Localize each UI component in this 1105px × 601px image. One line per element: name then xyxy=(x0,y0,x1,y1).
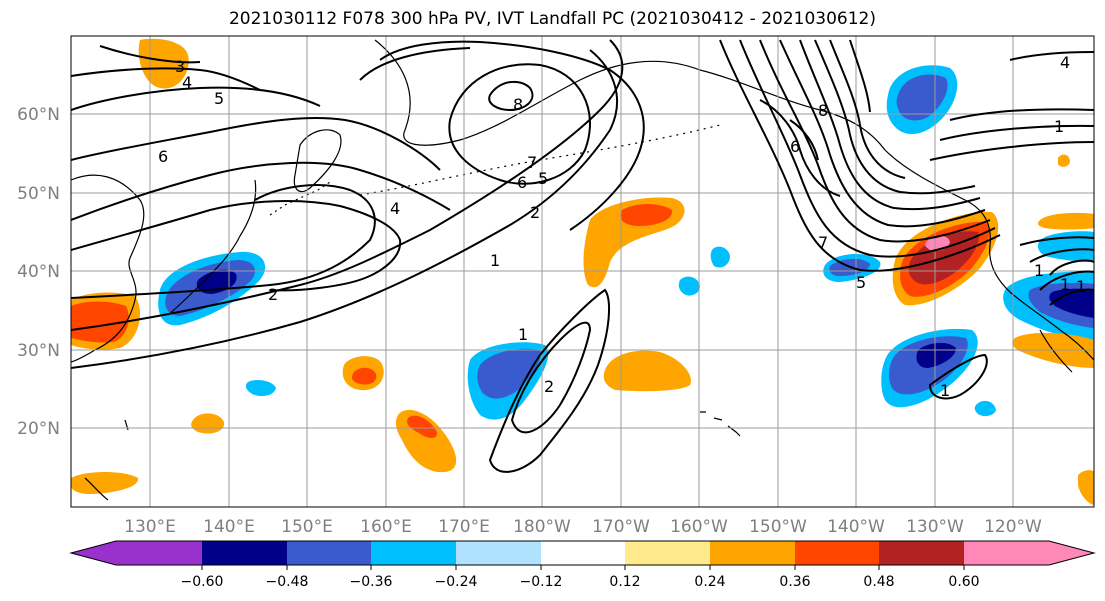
colorbar-bin xyxy=(795,541,879,565)
contour-labels: 3 4 5 6 8 7 6 5 2 1 4 2 1 2 8 6 7 5 1 4 … xyxy=(158,53,1086,400)
map-content: 3 4 5 6 8 7 6 5 2 1 4 2 1 2 8 6 7 5 1 4 … xyxy=(71,36,1094,507)
latitude-labels: 60°N 50°N 40°N 30°N 20°N xyxy=(17,105,60,439)
colorbar-tick-label: −0.36 xyxy=(350,574,393,590)
contour-label: 1 xyxy=(1060,275,1070,294)
contour-label: 1 xyxy=(1076,277,1086,296)
contour-label: 1 xyxy=(518,325,528,344)
lon-label: 180°W xyxy=(513,517,571,537)
colorbar-bin xyxy=(710,541,795,565)
colorbar-bin xyxy=(964,541,1049,565)
contour-label: 2 xyxy=(544,377,554,396)
contour-label: 7 xyxy=(818,233,828,252)
lon-label: 170°W xyxy=(592,517,650,537)
colorbar-bin xyxy=(541,541,625,565)
contour-label: 5 xyxy=(856,273,866,292)
contour-label: 7 xyxy=(527,153,537,172)
contour-label: 6 xyxy=(517,173,527,192)
contour-label: 8 xyxy=(818,101,828,120)
colorbar-extend-min xyxy=(71,541,116,565)
lat-label: 20°N xyxy=(17,419,60,439)
contour-label: 5 xyxy=(538,169,548,188)
lon-label: 140°E xyxy=(203,517,255,537)
contour-label: 4 xyxy=(182,73,192,92)
lon-label: 160°E xyxy=(360,517,412,537)
colorbar-bin xyxy=(879,541,964,565)
lon-label: 150°E xyxy=(281,517,333,537)
colorbar-bin xyxy=(456,541,541,565)
contour-label: 6 xyxy=(158,147,168,166)
lon-label: 140°W xyxy=(827,517,885,537)
contour-label: 2 xyxy=(268,285,278,304)
colorbar-tick-label: 0.24 xyxy=(694,574,725,590)
colorbar-bin xyxy=(287,541,371,565)
lon-label: 160°W xyxy=(670,517,728,537)
colorbar-tick-label: −0.12 xyxy=(520,574,563,590)
lat-label: 50°N xyxy=(17,184,60,204)
contour-label: 3 xyxy=(175,57,185,76)
lat-label: 60°N xyxy=(17,105,60,125)
colorbar-extend-max xyxy=(1049,541,1094,565)
contour-label: 4 xyxy=(1060,53,1070,72)
lon-label: 130°E xyxy=(124,517,176,537)
lon-label: 150°W xyxy=(749,517,807,537)
colorbar: −0.60 −0.48 −0.36 −0.24 −0.12 0.12 0.24 … xyxy=(69,540,1096,590)
graticule xyxy=(71,36,1094,507)
colorbar-bin xyxy=(625,541,710,565)
contour-label: 2 xyxy=(530,203,540,222)
contour-label: 1 xyxy=(1034,261,1044,280)
colorbar-tick-label: −0.24 xyxy=(435,574,478,590)
pv-contours xyxy=(71,39,1094,473)
contour-label: 4 xyxy=(390,199,400,218)
contour-label: 1 xyxy=(490,251,500,270)
contour-label: 1 xyxy=(1054,117,1064,136)
colorbar-ticks xyxy=(201,565,965,570)
colorbar-outline xyxy=(69,540,1096,566)
colorbar-bin xyxy=(371,541,456,565)
colorbar-tick-label: 0.60 xyxy=(948,574,979,590)
longitude-labels: 130°E 140°E 150°E 160°E 170°E 180°W 170°… xyxy=(124,517,1042,537)
contour-label: 1 xyxy=(940,381,950,400)
lat-label: 40°N xyxy=(17,262,60,282)
contour-label: 5 xyxy=(214,89,224,108)
map-title: 2021030112 F078 300 hPa PV, IVT Landfall… xyxy=(228,9,876,29)
contour-label: 6 xyxy=(790,137,800,156)
colorbar-tick-label: 0.12 xyxy=(609,574,640,590)
colorbar-tick-label: −0.48 xyxy=(266,574,309,590)
lon-label: 130°W xyxy=(906,517,964,537)
colorbar-bin xyxy=(116,541,202,565)
colorbar-tick-label: −0.60 xyxy=(181,574,224,590)
lon-label: 170°E xyxy=(438,517,490,537)
contour-label: 8 xyxy=(513,95,523,114)
lon-label: 120°W xyxy=(984,517,1042,537)
map-frame xyxy=(70,35,1095,508)
colorbar-tick-label: 0.48 xyxy=(863,574,894,590)
colorbar-tick-label: 0.36 xyxy=(779,574,810,590)
lat-label: 30°N xyxy=(17,341,60,361)
colorbar-bin xyxy=(202,541,287,565)
